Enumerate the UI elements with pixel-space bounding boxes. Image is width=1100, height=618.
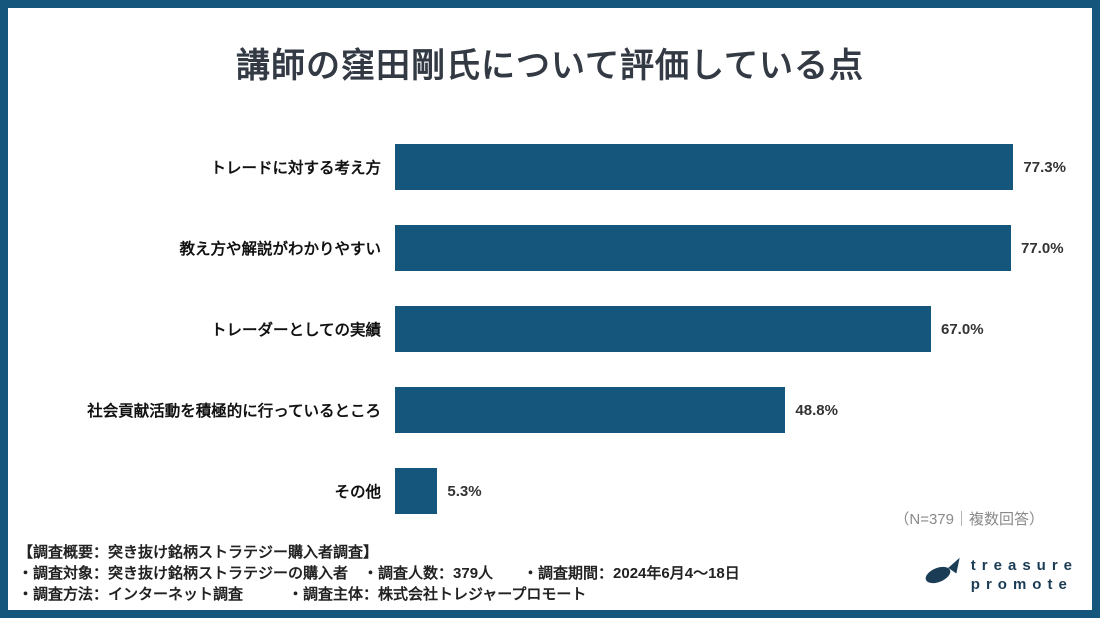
category-label: トレードに対する考え方 [210,160,381,177]
footer-line-target: ・調査対象：突き抜け銘柄ストラテジーの購入者 ・調査人数：379人 ・調査期間：… [18,565,740,582]
logo-text-bottom: promote [970,576,1073,593]
page-title: 講師の窪田剛氏について評価している点 [236,47,864,85]
bar-row: 社会貢献活動を積極的に行っているところ 48.8% [8,387,1092,433]
bar [395,306,931,352]
value-label: 5.3% [447,482,482,500]
sample-note: （N=379｜複数回答） [894,511,1044,528]
category-label: 社会貢献活動を積極的に行っているところ [87,403,381,420]
category-label: トレーダーとしての実績 [210,322,381,339]
footer-line-overview: 【調査概要：突き抜け銘柄ストラテジー購入者調査】 [18,544,379,561]
bar-row: トレードに対する考え方 77.3% [8,144,1092,190]
fish-icon [921,557,963,594]
bar [395,225,1011,271]
bar-row: 教え方や解説がわかりやすい 77.0% [8,225,1092,271]
value-label: 48.8% [795,401,838,419]
logo-text-top: treasure [970,557,1078,574]
bar-chart: トレードに対する考え方 77.3% 教え方や解説がわかりやすい 77.0% トレーダーと… [8,144,1092,549]
bar [395,387,786,433]
logo-text: treasure promote [971,556,1078,594]
category-label: その他 [334,484,381,501]
bar-row: トレーダーとしての実績 67.0% [8,306,1092,352]
value-label: 67.0% [941,320,984,338]
value-label: 77.3% [1023,158,1066,176]
survey-footer: 【調査概要：突き抜け銘柄ストラテジー購入者調査】 ・調査対象：突き抜け銘柄ストラ… [18,542,1082,605]
footer-line-method: ・調査方法：インターネット調査 ・調査主体：株式会社トレジャープロモート [18,586,587,603]
value-label: 77.0% [1021,239,1064,257]
bar [395,144,1014,190]
bar [395,468,438,514]
company-logo: treasure promote [921,556,1078,594]
bar-row: その他 5.3% [8,468,1092,514]
category-label: 教え方や解説がわかりやすい [179,241,381,258]
